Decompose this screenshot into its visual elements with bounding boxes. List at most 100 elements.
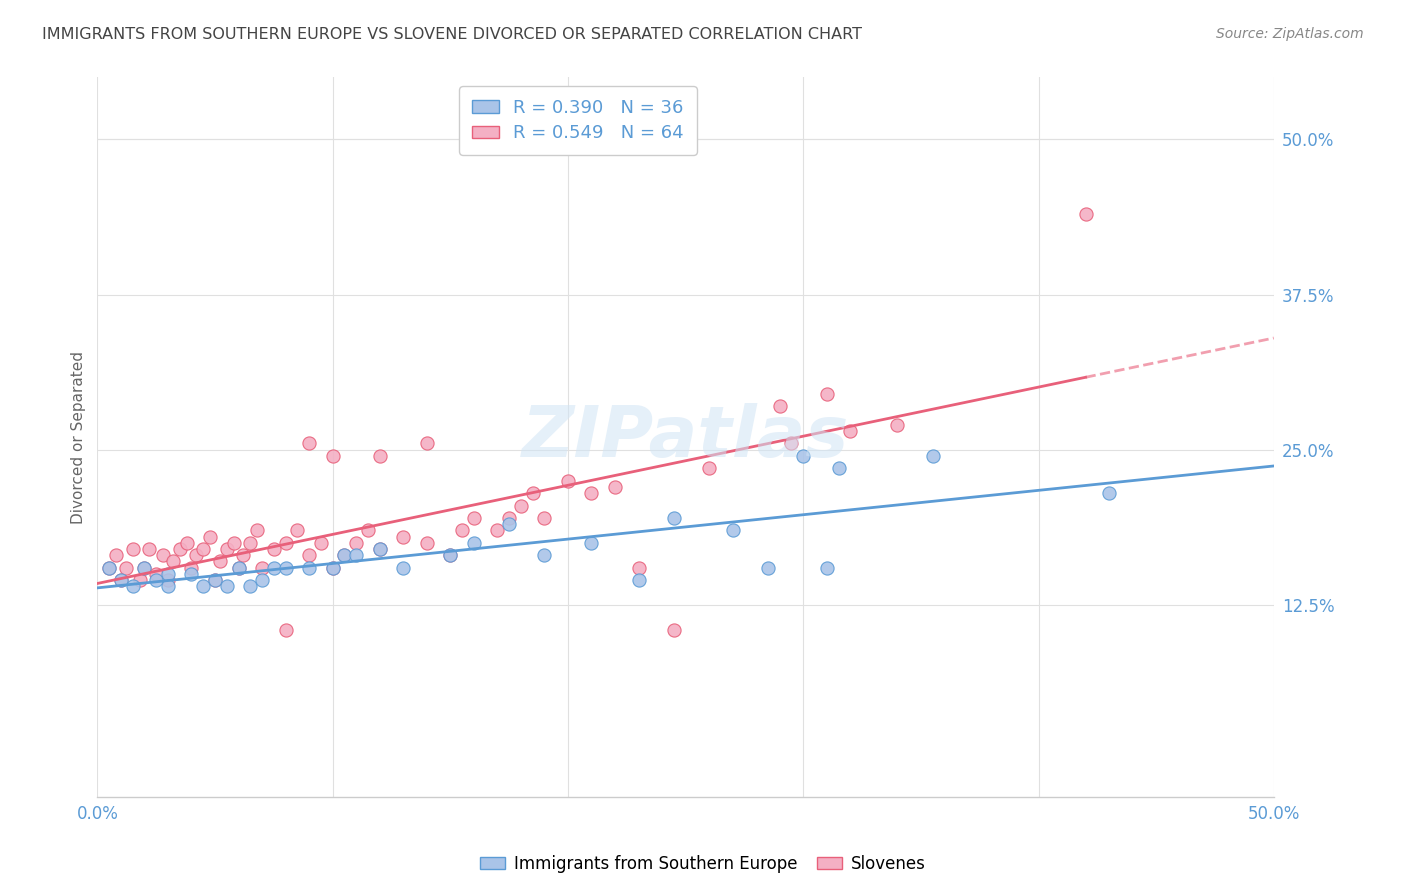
Point	[222, 535, 245, 549]
Point	[274, 560, 297, 574]
Point	[204, 573, 226, 587]
Point	[322, 449, 344, 463]
Point	[603, 480, 626, 494]
Point	[1074, 207, 1097, 221]
Point	[193, 541, 215, 556]
Point	[114, 560, 136, 574]
Point	[815, 560, 838, 574]
Point	[792, 449, 814, 463]
Point	[156, 566, 179, 581]
Point	[439, 548, 461, 562]
Point	[145, 566, 167, 581]
Point	[697, 461, 720, 475]
Point	[498, 511, 520, 525]
Point	[98, 560, 121, 574]
Point	[169, 541, 191, 556]
Point	[662, 623, 685, 637]
Point	[357, 524, 380, 538]
Point	[285, 524, 308, 538]
Point	[721, 524, 744, 538]
Point	[509, 499, 531, 513]
Point	[180, 566, 202, 581]
Point	[274, 535, 297, 549]
Point	[263, 560, 285, 574]
Point	[228, 560, 250, 574]
Point	[756, 560, 779, 574]
Point	[186, 548, 208, 562]
Point	[368, 449, 391, 463]
Point	[246, 524, 269, 538]
Point	[263, 541, 285, 556]
Point	[128, 573, 150, 587]
Point	[392, 560, 415, 574]
Point	[416, 535, 439, 549]
Point	[344, 535, 367, 549]
Point	[121, 579, 143, 593]
Point	[533, 511, 555, 525]
Point	[333, 548, 356, 562]
Point	[921, 449, 943, 463]
Text: ZIPatlas: ZIPatlas	[522, 403, 849, 472]
Point	[486, 524, 509, 538]
Point	[827, 461, 849, 475]
Point	[98, 560, 121, 574]
Point	[368, 541, 391, 556]
Point	[180, 560, 202, 574]
Point	[298, 548, 321, 562]
Point	[274, 623, 297, 637]
Y-axis label: Divorced or Separated: Divorced or Separated	[72, 351, 86, 524]
Point	[392, 530, 415, 544]
Text: Source: ZipAtlas.com: Source: ZipAtlas.com	[1216, 27, 1364, 41]
Point	[156, 573, 179, 587]
Point	[250, 560, 273, 574]
Point	[463, 535, 485, 549]
Point	[1098, 486, 1121, 500]
Point	[333, 548, 356, 562]
Point	[145, 573, 167, 587]
Legend: R = 0.390   N = 36, R = 0.549   N = 64: R = 0.390 N = 36, R = 0.549 N = 64	[460, 87, 697, 155]
Point	[250, 573, 273, 587]
Text: IMMIGRANTS FROM SOUTHERN EUROPE VS SLOVENE DIVORCED OR SEPARATED CORRELATION CHA: IMMIGRANTS FROM SOUTHERN EUROPE VS SLOVE…	[42, 27, 862, 42]
Point	[232, 548, 254, 562]
Point	[368, 541, 391, 556]
Point	[200, 530, 222, 544]
Point	[463, 511, 485, 525]
Point	[162, 554, 184, 568]
Point	[215, 541, 238, 556]
Point	[239, 535, 262, 549]
Point	[439, 548, 461, 562]
Point	[193, 579, 215, 593]
Point	[152, 548, 174, 562]
Point	[344, 548, 367, 562]
Point	[627, 573, 650, 587]
Point	[110, 573, 132, 587]
Point	[451, 524, 474, 538]
Point	[134, 560, 156, 574]
Legend: Immigrants from Southern Europe, Slovenes: Immigrants from Southern Europe, Slovene…	[474, 848, 932, 880]
Point	[105, 548, 128, 562]
Point	[298, 436, 321, 450]
Point	[204, 573, 226, 587]
Point	[815, 387, 838, 401]
Point	[138, 541, 160, 556]
Point	[662, 511, 685, 525]
Point	[522, 486, 544, 500]
Point	[215, 579, 238, 593]
Point	[134, 560, 156, 574]
Point	[176, 535, 198, 549]
Point	[298, 560, 321, 574]
Point	[780, 436, 803, 450]
Point	[322, 560, 344, 574]
Point	[533, 548, 555, 562]
Point	[208, 554, 231, 568]
Point	[416, 436, 439, 450]
Point	[557, 474, 579, 488]
Point	[322, 560, 344, 574]
Point	[121, 541, 143, 556]
Point	[886, 417, 908, 432]
Point	[156, 579, 179, 593]
Point	[769, 399, 792, 413]
Point	[309, 535, 332, 549]
Point	[110, 573, 132, 587]
Point	[627, 560, 650, 574]
